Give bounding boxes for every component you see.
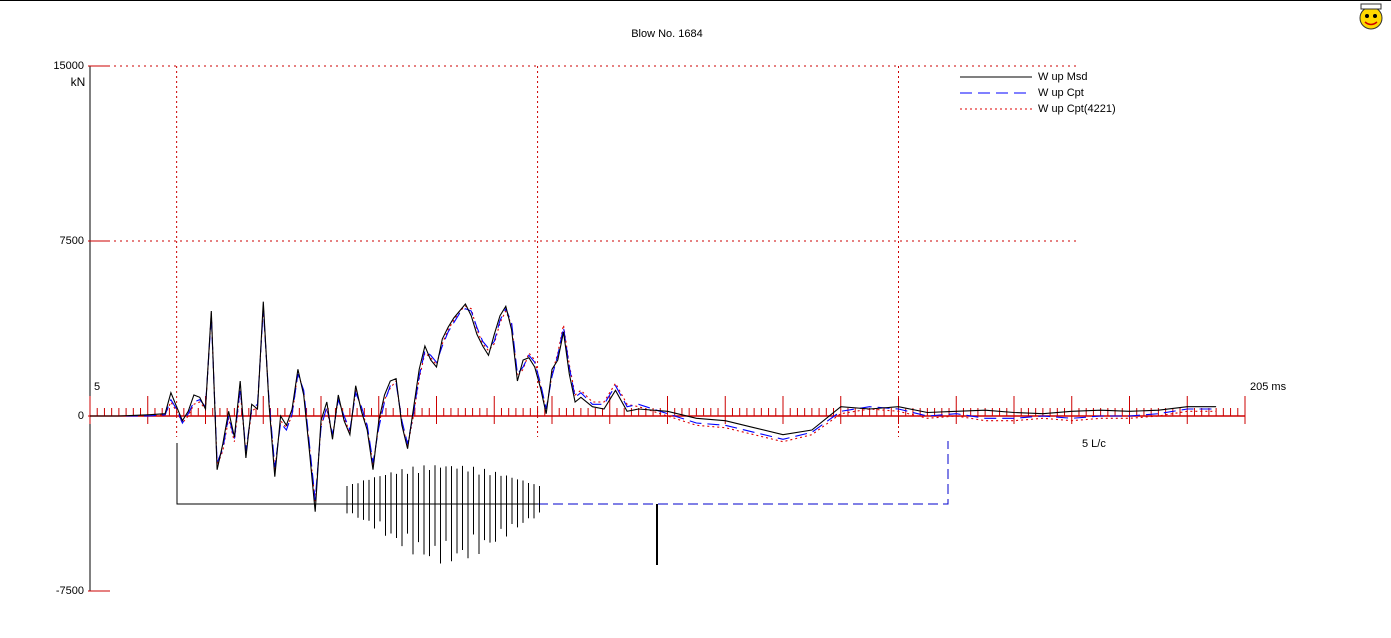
y-tick-label: -7500 — [56, 585, 84, 597]
x-tick-label: 5 — [94, 381, 100, 393]
legend-label: W up Msd — [1038, 71, 1088, 83]
y-unit-label: kN — [71, 75, 86, 89]
series-line — [90, 307, 1217, 501]
legend-label: W up Cpt — [1038, 87, 1084, 99]
legend-label: W up Cpt(4221) — [1038, 103, 1116, 115]
annotation: 5 L/c — [1082, 438, 1106, 450]
y-tick-label: 7500 — [60, 235, 84, 247]
chart-title: Blow No. 1684 — [631, 28, 703, 40]
y-tick-label: 15000 — [53, 60, 84, 72]
logo-icon — [1359, 3, 1383, 30]
x-tick-label: 205 ms — [1250, 381, 1287, 393]
series-line — [90, 305, 1217, 503]
resistance-sketch — [176, 441, 949, 565]
series-line — [90, 301, 1217, 512]
y-tick-label: 0 — [78, 410, 84, 422]
